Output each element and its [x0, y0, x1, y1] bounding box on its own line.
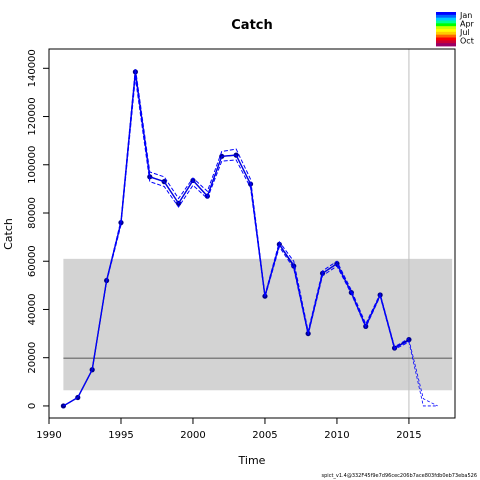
y-axis: 0 20000 40000 60000 80000 100000 120000 140000: [27, 49, 49, 409]
y-tick-label: 0: [27, 403, 38, 409]
y-tick-label: 20000: [27, 342, 38, 374]
x-axis: 1990 1995 2000 2005 2010 2015: [36, 418, 422, 441]
series-line-lower: [63, 77, 410, 407]
legend-color-swatch: [436, 31, 456, 36]
legend-color-swatch: [436, 12, 456, 16]
legend-color-swatch: [436, 17, 456, 21]
x-axis-label: Time: [238, 454, 266, 467]
series-line-pred-lower: [408, 341, 438, 407]
legend-color-swatch: [436, 34, 456, 38]
x-tick-label: 2010: [324, 430, 349, 441]
plot-frame: [48, 48, 456, 419]
footer-version-text: spict_v1.4@332F45f9e7d96cec206b7ace803fd…: [322, 473, 477, 479]
series-line-pred-upper: [408, 339, 438, 407]
legend-color-swatch: [436, 29, 456, 33]
chart-title: Catch: [231, 18, 273, 33]
y-tick-label: 40000: [27, 294, 38, 326]
legend-color-swatch: [436, 40, 456, 44]
interval-band: [63, 258, 453, 391]
x-tick-label: 2005: [252, 430, 277, 441]
y-axis-label: Catch: [2, 218, 15, 250]
legend-color-swatch: [436, 23, 456, 27]
legend-color-swatch: [436, 14, 456, 19]
y-tick-label: 80000: [27, 197, 38, 229]
legend-color-swatch: [436, 43, 456, 47]
legend-label-jan: Jan: [459, 11, 472, 20]
y-tick-label: 60000: [27, 245, 38, 277]
plot-area: [60, 49, 453, 418]
legend-label-jul: Jul: [459, 28, 470, 37]
y-tick-label: 120000: [27, 97, 38, 135]
y-tick-label: 100000: [27, 146, 38, 184]
x-tick-label: 1995: [108, 430, 133, 441]
x-tick-label: 1990: [36, 430, 61, 441]
legend-label-apr: Apr: [460, 20, 475, 29]
legend-color-swatch: [436, 26, 456, 30]
legend-label-oct: Oct: [460, 37, 474, 46]
x-tick-label: 2000: [180, 430, 205, 441]
x-tick-label: 2015: [396, 430, 421, 441]
y-tick-label: 140000: [27, 49, 38, 87]
legend-color-swatch: [436, 20, 456, 24]
legend-color-swatch: [436, 37, 456, 41]
